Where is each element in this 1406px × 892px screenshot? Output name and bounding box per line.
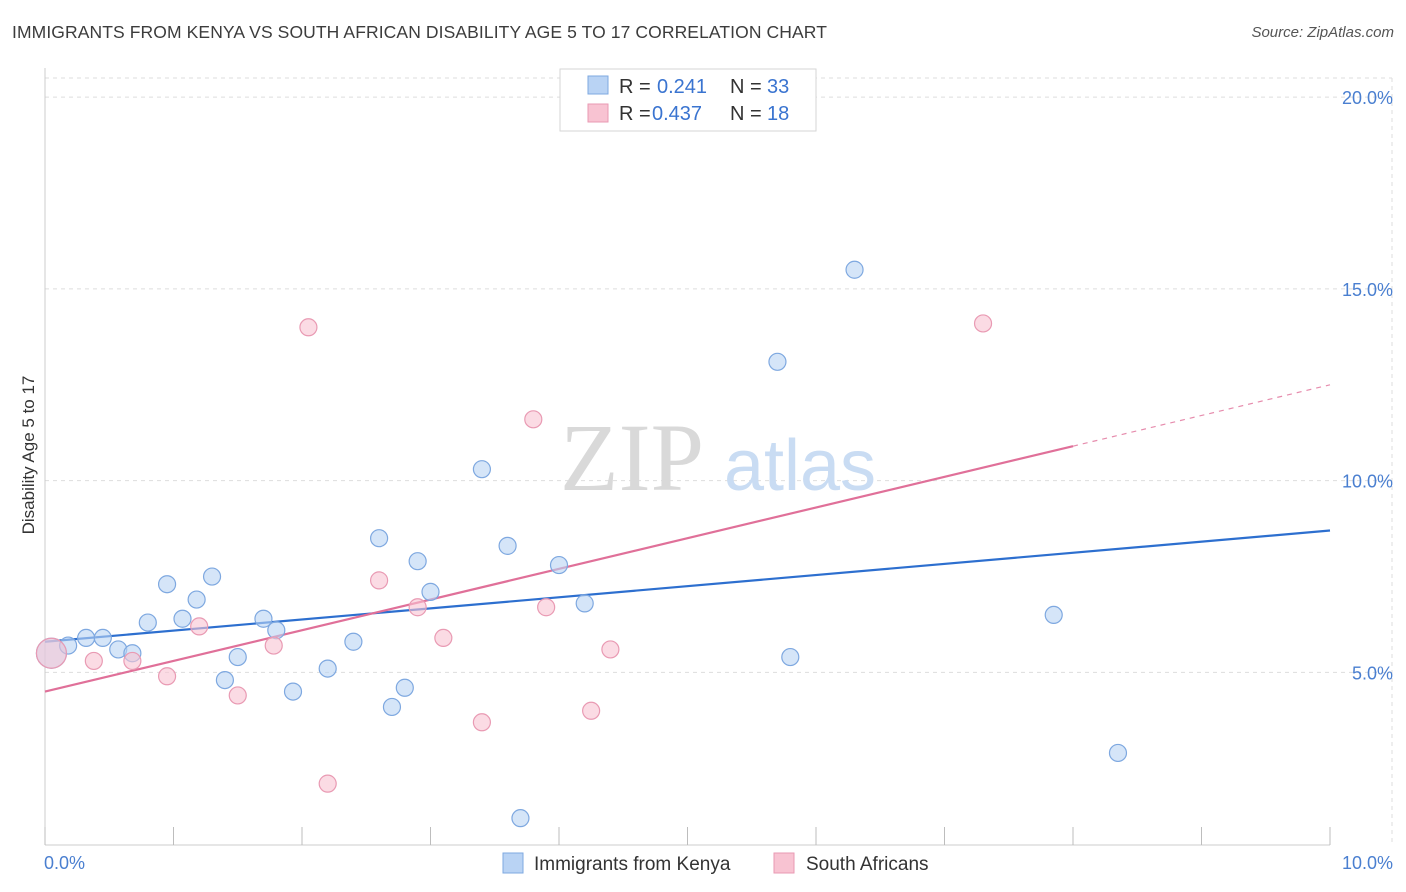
legend-n-value-2: 18 (767, 103, 789, 125)
data-point-south-africans (370, 571, 389, 590)
watermark: ZIP atlas (560, 404, 876, 511)
data-point-kenya (1044, 605, 1063, 625)
data-point-kenya (157, 575, 177, 594)
trendline-extension-south-africans (1072, 384, 1331, 447)
data-point-kenya (511, 809, 530, 828)
legend-r-value-1: 0.241 (657, 76, 707, 98)
data-point-kenya (254, 609, 273, 628)
data-point-kenya (382, 697, 402, 717)
data-point-kenya (77, 628, 96, 648)
data-points (35, 260, 1128, 828)
bottom-swatch-south-africans (773, 852, 795, 874)
data-point-south-africans (537, 598, 556, 617)
series-legend: Immigrants from Kenya South Africans (502, 852, 929, 875)
data-point-south-africans (190, 617, 209, 636)
legend-n-label-1: N = (730, 76, 762, 98)
data-point-kenya (344, 632, 363, 651)
y-tick-labels: 5.0% 10.0% 15.0% 20.0% (1342, 88, 1393, 683)
legend-swatch-south-africans (587, 103, 609, 123)
axes (44, 68, 1331, 846)
data-point-kenya (215, 670, 234, 690)
data-point-south-africans (299, 318, 318, 337)
data-point-south-africans (408, 598, 427, 617)
data-point-kenya (202, 567, 222, 586)
data-point-kenya (267, 621, 286, 640)
data-point-south-africans (264, 636, 283, 655)
x-tick-label-max: 10.0% (1342, 853, 1393, 873)
legend-r-label-1: R = (619, 76, 651, 98)
y-tick-label: 15.0% (1342, 280, 1393, 300)
data-point-kenya (1108, 743, 1128, 763)
data-point-south-africans (973, 314, 993, 333)
watermark-atlas: atlas (724, 426, 876, 506)
bottom-swatch-kenya (502, 852, 524, 874)
data-point-kenya (228, 647, 247, 667)
legend-box: R = 0.241 N = 33 R = 0.437 N = 18 (559, 68, 817, 132)
data-point-kenya (472, 460, 491, 479)
watermark-zip: ZIP (560, 404, 704, 511)
data-point-south-africans (434, 628, 453, 648)
data-point-south-africans (157, 667, 177, 686)
data-point-south-africans (601, 640, 620, 659)
data-point-kenya (283, 682, 303, 701)
data-point-kenya (173, 609, 192, 628)
data-point-south-africans (472, 713, 491, 732)
data-point-kenya (138, 613, 157, 632)
data-point-kenya (845, 260, 864, 279)
data-point-south-africans (582, 701, 601, 720)
x-tick-label-min: 0.0% (44, 853, 85, 873)
data-point-kenya (549, 555, 569, 575)
data-point-south-africans (123, 651, 142, 671)
data-point-south-africans (228, 686, 247, 705)
y-tick-label: 5.0% (1352, 663, 1393, 683)
data-point-kenya (408, 552, 427, 571)
data-point-south-africans (35, 637, 68, 669)
series-label-kenya: Immigrants from Kenya (534, 854, 731, 875)
data-point-south-africans (524, 410, 543, 429)
source-label: Source: ZipAtlas.com (1251, 24, 1394, 41)
legend-r-value-2: 0.437 (652, 103, 702, 125)
y-tick-label: 20.0% (1342, 88, 1393, 108)
legend-r-label-2: R = (619, 103, 651, 125)
trendline-kenya (44, 529, 1331, 643)
data-point-south-africans (318, 774, 337, 793)
series-label-south-africans: South Africans (806, 854, 929, 875)
legend-n-label-2: N = (730, 103, 762, 125)
data-point-kenya (781, 647, 800, 667)
data-point-kenya (93, 628, 112, 648)
data-point-kenya (370, 529, 389, 548)
y-tick-label: 10.0% (1342, 472, 1393, 492)
data-point-kenya (768, 352, 787, 371)
data-point-kenya (421, 582, 440, 601)
data-point-south-africans (84, 651, 103, 671)
data-point-kenya (575, 594, 594, 613)
data-point-kenya (187, 590, 206, 609)
chart-title: IMMIGRANTS FROM KENYA VS SOUTH AFRICAN D… (12, 22, 828, 42)
y-axis-label: Disability Age 5 to 17 (19, 376, 38, 535)
gridlines (45, 77, 1393, 845)
data-point-kenya (395, 678, 414, 697)
x-tick-labels: 0.0% 10.0% (44, 853, 1393, 873)
legend-swatch-kenya (587, 75, 609, 95)
legend-n-value-1: 33 (767, 76, 789, 98)
data-point-kenya (318, 659, 337, 678)
data-point-kenya (498, 536, 517, 555)
